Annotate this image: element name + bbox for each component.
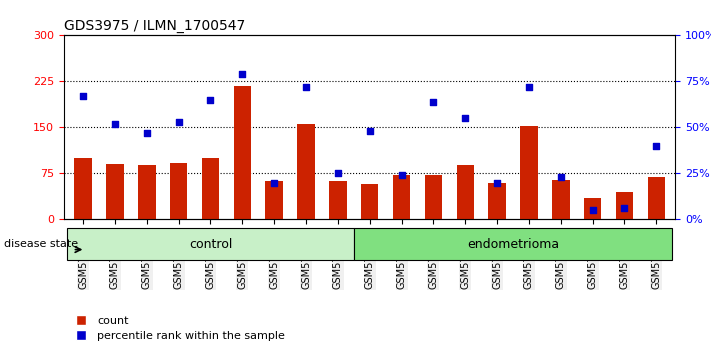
Bar	[456, 165, 474, 219]
Bar	[75, 158, 92, 219]
Point	[428, 99, 439, 104]
Point	[173, 119, 184, 125]
Point	[523, 84, 535, 90]
Bar	[552, 179, 570, 219]
Point	[491, 180, 503, 185]
Text: disease state: disease state	[4, 239, 78, 249]
Text: GDS3975 / ILMN_1700547: GDS3975 / ILMN_1700547	[64, 19, 245, 33]
Bar	[392, 175, 410, 219]
Bar	[234, 86, 251, 219]
Point	[587, 207, 599, 213]
Point	[364, 128, 375, 134]
Point	[109, 121, 121, 127]
Point	[237, 71, 248, 77]
Bar	[424, 175, 442, 219]
Bar	[265, 182, 283, 219]
Point	[269, 180, 280, 185]
Point	[141, 130, 152, 136]
Point	[651, 143, 662, 149]
FancyBboxPatch shape	[67, 228, 354, 260]
Point	[555, 174, 567, 180]
Point	[77, 93, 89, 99]
Bar	[170, 163, 188, 219]
Bar	[297, 124, 315, 219]
Point	[396, 172, 407, 178]
Text: control: control	[189, 238, 232, 251]
Point	[205, 97, 216, 103]
Point	[332, 171, 343, 176]
Legend: count, percentile rank within the sample: count, percentile rank within the sample	[70, 316, 285, 341]
Bar	[202, 158, 219, 219]
Bar	[138, 165, 156, 219]
FancyBboxPatch shape	[354, 228, 673, 260]
Point	[619, 206, 630, 211]
Bar	[584, 198, 602, 219]
Point	[300, 84, 311, 90]
Point	[459, 115, 471, 121]
Bar	[106, 164, 124, 219]
Bar	[329, 182, 347, 219]
Bar	[616, 192, 634, 219]
Bar	[648, 177, 665, 219]
Bar	[488, 183, 506, 219]
Bar	[361, 184, 378, 219]
Text: endometrioma: endometrioma	[467, 238, 559, 251]
Bar	[520, 126, 538, 219]
